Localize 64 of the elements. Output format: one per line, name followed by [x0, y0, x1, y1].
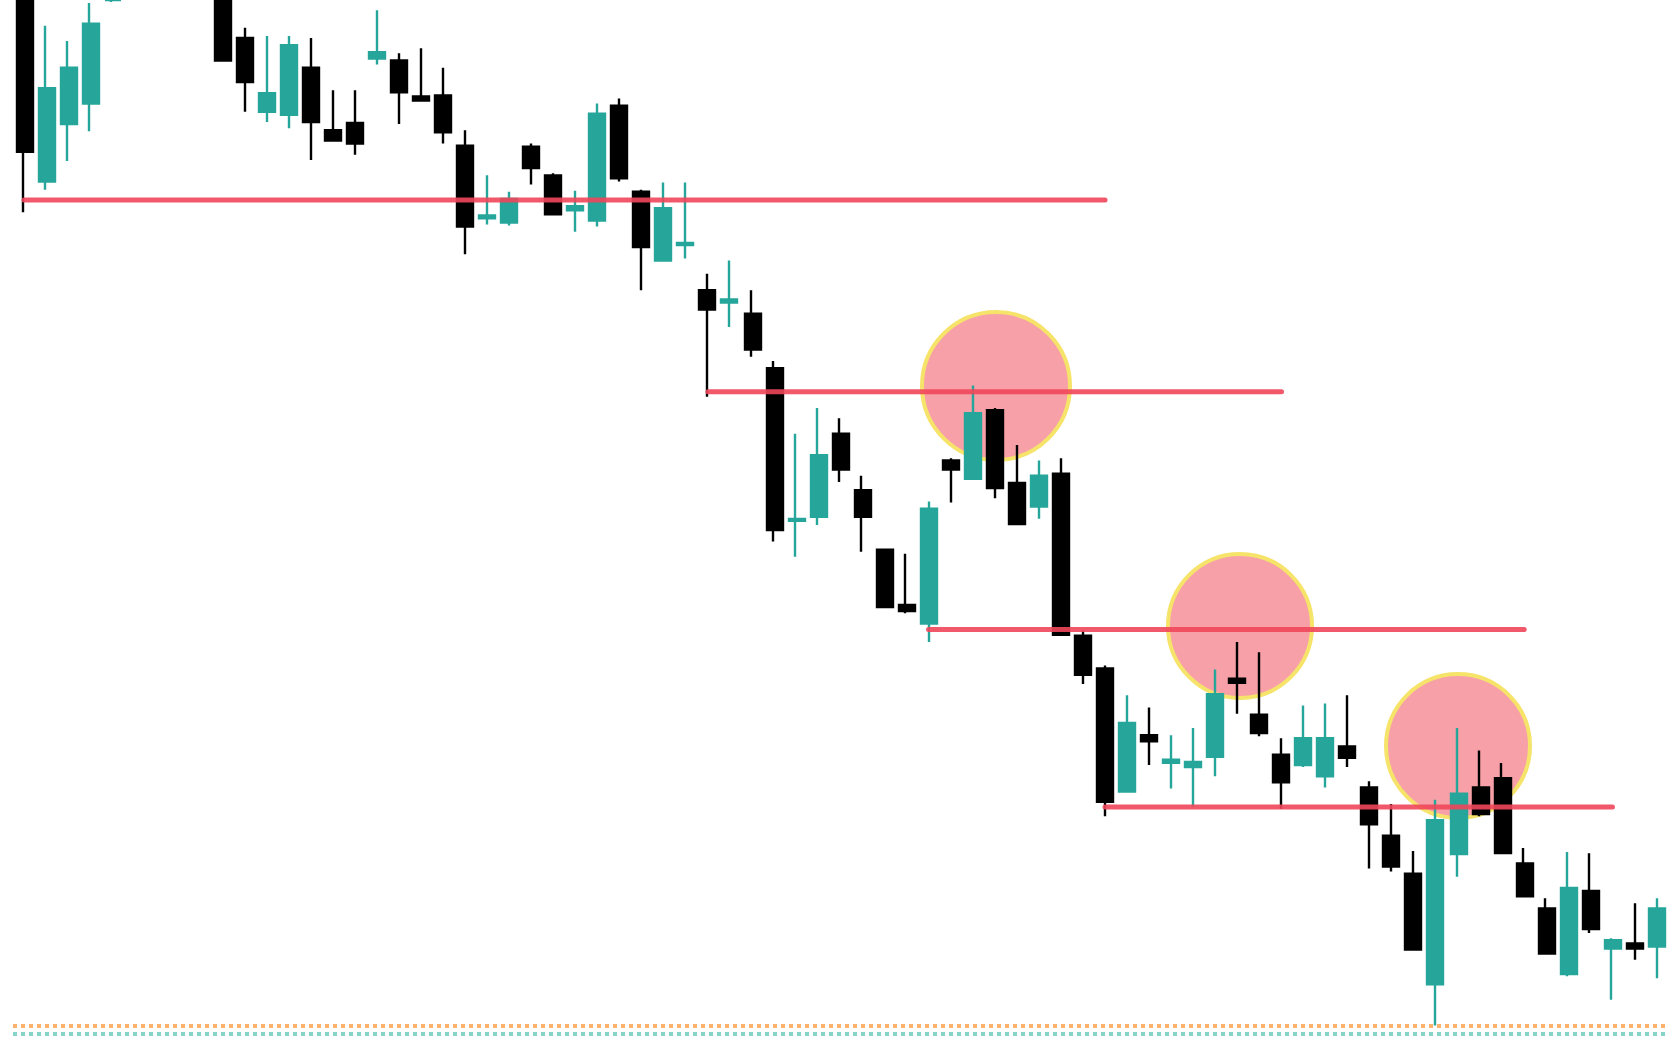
candlestick — [1449, 726, 1469, 878]
candlestick — [853, 474, 873, 553]
candlestick — [743, 288, 763, 359]
candlestick — [1007, 443, 1027, 526]
candlestick — [765, 359, 785, 543]
candlestick — [1205, 668, 1225, 778]
candlestick — [213, 0, 233, 62]
candlestick — [455, 129, 475, 256]
candlestick — [1515, 846, 1535, 898]
candlestick — [411, 46, 431, 102]
candlestick — [1095, 664, 1115, 818]
candlestick — [809, 406, 829, 527]
candlestick — [875, 547, 895, 609]
candlestick — [235, 26, 255, 113]
candlestick — [1603, 937, 1623, 1001]
candlestick — [477, 174, 497, 226]
candlestick — [1425, 798, 1445, 1027]
candlestick — [345, 89, 365, 157]
candlestick — [609, 97, 629, 183]
candlestick — [1139, 706, 1159, 767]
candlestick — [787, 432, 807, 558]
candlestick — [1249, 650, 1269, 738]
candlestick — [1493, 761, 1513, 855]
candlestick — [1581, 851, 1601, 935]
candlestick — [587, 102, 607, 228]
candlestick — [301, 36, 321, 162]
candlestick — [941, 457, 961, 504]
candlestick — [1073, 629, 1093, 686]
candlestick — [565, 189, 585, 233]
candlestick — [697, 272, 717, 399]
candlestick — [1559, 850, 1579, 978]
candlestick — [433, 66, 453, 145]
candlestick — [257, 34, 277, 124]
candlestick — [1315, 702, 1335, 789]
candlestick — [1051, 457, 1071, 636]
candlestick — [919, 500, 939, 644]
candlestick — [59, 39, 79, 163]
candlestick — [323, 89, 343, 143]
candlestick — [719, 259, 739, 329]
candlestick — [985, 406, 1005, 500]
candlestick — [367, 9, 387, 66]
candlestick — [389, 52, 409, 126]
candlestick — [1117, 694, 1137, 793]
candlestick — [1161, 734, 1181, 790]
candlestick — [653, 181, 673, 263]
candlestick — [1029, 459, 1049, 521]
candlestick — [1403, 849, 1423, 951]
candlestick — [1183, 726, 1203, 809]
candlestick — [521, 142, 541, 186]
candlestick — [1337, 694, 1357, 769]
candlestick — [1537, 897, 1557, 956]
candlestick — [81, 1, 101, 133]
candlestick — [831, 417, 851, 484]
candlestick — [37, 24, 57, 191]
candlestick — [15, 0, 35, 214]
candlestick — [1625, 902, 1645, 961]
candlestick — [1647, 897, 1667, 980]
candlestick — [279, 34, 299, 130]
candlestick — [897, 552, 917, 615]
candlestick — [963, 384, 983, 481]
candlestick — [675, 181, 695, 260]
candlestick — [1227, 640, 1247, 715]
candlestick — [631, 188, 651, 292]
candlestick — [1293, 704, 1313, 769]
